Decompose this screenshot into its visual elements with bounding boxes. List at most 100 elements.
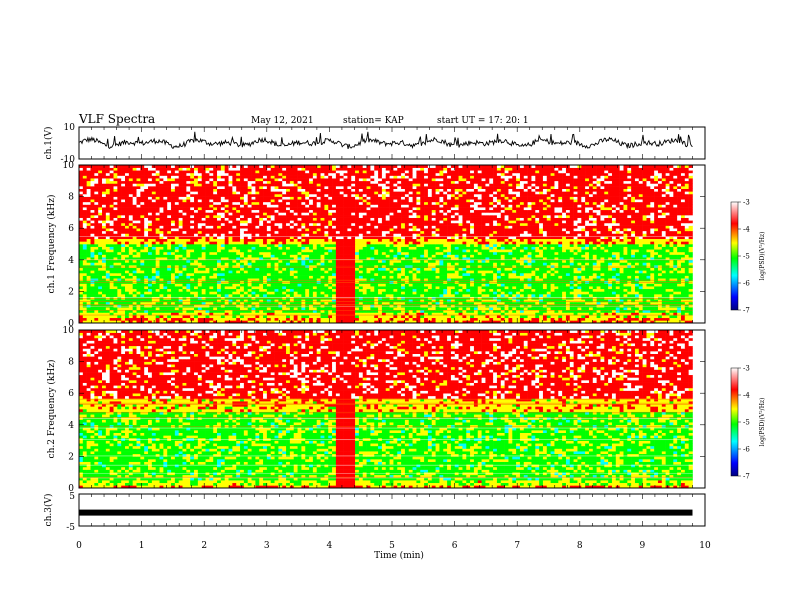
spectrogram-cell <box>554 299 559 303</box>
spectrogram-cell <box>378 288 383 292</box>
spectrogram-cell <box>427 309 433 313</box>
spectrogram-cell <box>542 249 548 253</box>
spectrogram-cell <box>573 317 578 321</box>
spectrogram-cell <box>140 315 145 319</box>
spectrogram-cell <box>167 278 172 282</box>
spectrogram-cell <box>270 312 275 316</box>
spectrogram-cell <box>642 312 647 316</box>
spectrogram-cell <box>489 275 494 279</box>
spectrogram-cell <box>535 315 540 319</box>
spectrogram-cell <box>631 288 636 292</box>
spectrogram-cell <box>401 265 406 268</box>
spectrogram-cell <box>247 286 252 290</box>
spectrogram-cell <box>132 246 137 250</box>
spectrogram-cell <box>531 296 536 300</box>
spectrogram-cell <box>397 315 402 319</box>
spectrogram-cell <box>397 244 402 247</box>
spectrogram-cell <box>493 254 498 258</box>
spectrogram-cell <box>535 246 540 250</box>
spectrogram-cell <box>148 307 153 311</box>
spectrogram-cell <box>638 309 643 313</box>
spectrogram-cell <box>312 291 318 295</box>
spectrogram-cell <box>646 275 651 279</box>
spectrogram-cell <box>355 254 360 258</box>
spectrogram-cell <box>481 296 486 300</box>
spectrogram-cell <box>608 254 613 258</box>
spectrogram-cell <box>270 317 275 321</box>
spectrogram-cell <box>631 312 636 316</box>
spectrogram-cell <box>351 259 356 263</box>
spectrogram-cell <box>562 294 567 297</box>
spectrogram-cell <box>289 288 295 292</box>
spectrogram-cell <box>466 246 471 250</box>
spectrogram-cell <box>473 307 479 311</box>
spectrogram-cell <box>335 309 341 313</box>
spectrogram-cell <box>289 254 295 258</box>
spectrogram-cell <box>592 267 597 271</box>
spectrogram-cell <box>592 299 597 303</box>
spectrogram-cell <box>98 254 103 258</box>
spectrogram-cell <box>581 254 586 258</box>
spectrogram-cell <box>243 286 248 290</box>
spectrogram-cell <box>163 299 168 303</box>
spectrogram-cell <box>132 270 137 274</box>
spectrogram-cell <box>512 301 517 305</box>
spectrogram-cell <box>274 244 279 247</box>
spectrogram-cell <box>293 315 298 319</box>
spectrogram-cell <box>343 294 348 297</box>
spectrogram-cell <box>155 262 160 266</box>
spectrogram-cell <box>473 262 479 266</box>
spectrogram-cell <box>393 320 398 324</box>
spectrogram-cell <box>473 317 479 321</box>
spectrogram-cell <box>481 251 486 255</box>
spectrogram-cell <box>82 244 87 247</box>
spectrogram-cell <box>596 301 601 305</box>
spectrogram-cell <box>347 262 352 266</box>
spectrogram-cell <box>293 291 298 295</box>
spectrogram-cell <box>305 320 310 324</box>
spectrogram-cell <box>213 283 218 287</box>
spectrogram-cell <box>439 315 444 319</box>
spectrogram-cell <box>562 254 567 258</box>
spectrogram-cell <box>485 259 490 263</box>
spectrogram-cell <box>443 291 448 295</box>
spectrogram-cell <box>404 259 410 263</box>
spectrogram-cell <box>673 286 678 290</box>
spectrogram-cell <box>404 286 410 290</box>
spectrogram-cell <box>615 265 620 268</box>
spectrogram-cell <box>550 275 555 279</box>
spectrogram-cell <box>684 286 689 290</box>
spectrogram-cell <box>167 301 172 305</box>
spectrogram-cell <box>370 241 375 245</box>
spectrogram-cell <box>121 301 126 305</box>
spectrogram-cell <box>151 296 156 300</box>
spectrogram-cell <box>305 283 310 287</box>
spectrogram-cell <box>458 286 463 290</box>
spectrogram-cell <box>86 286 91 290</box>
spectrogram-cell <box>588 254 594 258</box>
spectrogram-cell <box>638 296 643 300</box>
spectrogram-cell <box>121 309 126 313</box>
spectrogram-cell <box>634 251 640 255</box>
spectrogram-cell <box>151 286 156 290</box>
spectrogram-cell <box>496 246 502 250</box>
spectrogram-cell <box>209 288 214 292</box>
spectrogram-cell <box>673 317 678 321</box>
spectrogram-cell <box>381 259 387 263</box>
spectrogram-cell <box>684 309 689 313</box>
spectrogram-cell <box>542 291 548 295</box>
spectrogram-cell <box>224 257 229 261</box>
spectrogram-cell <box>320 275 325 279</box>
spectrogram-cell <box>627 283 632 287</box>
spectrogram-cell <box>332 309 337 313</box>
spectrogram-cell <box>278 291 283 295</box>
spectrogram-cell <box>569 278 574 282</box>
spectrogram-cell <box>604 286 609 290</box>
spectrogram-cell <box>669 257 674 261</box>
spectrogram-cell <box>217 246 222 250</box>
spectrogram-cell <box>82 241 87 245</box>
spectrogram-cell <box>581 299 586 303</box>
spectrogram-cell <box>473 244 479 247</box>
spectrogram-cell <box>473 257 479 261</box>
spectrogram-cell <box>140 307 145 311</box>
